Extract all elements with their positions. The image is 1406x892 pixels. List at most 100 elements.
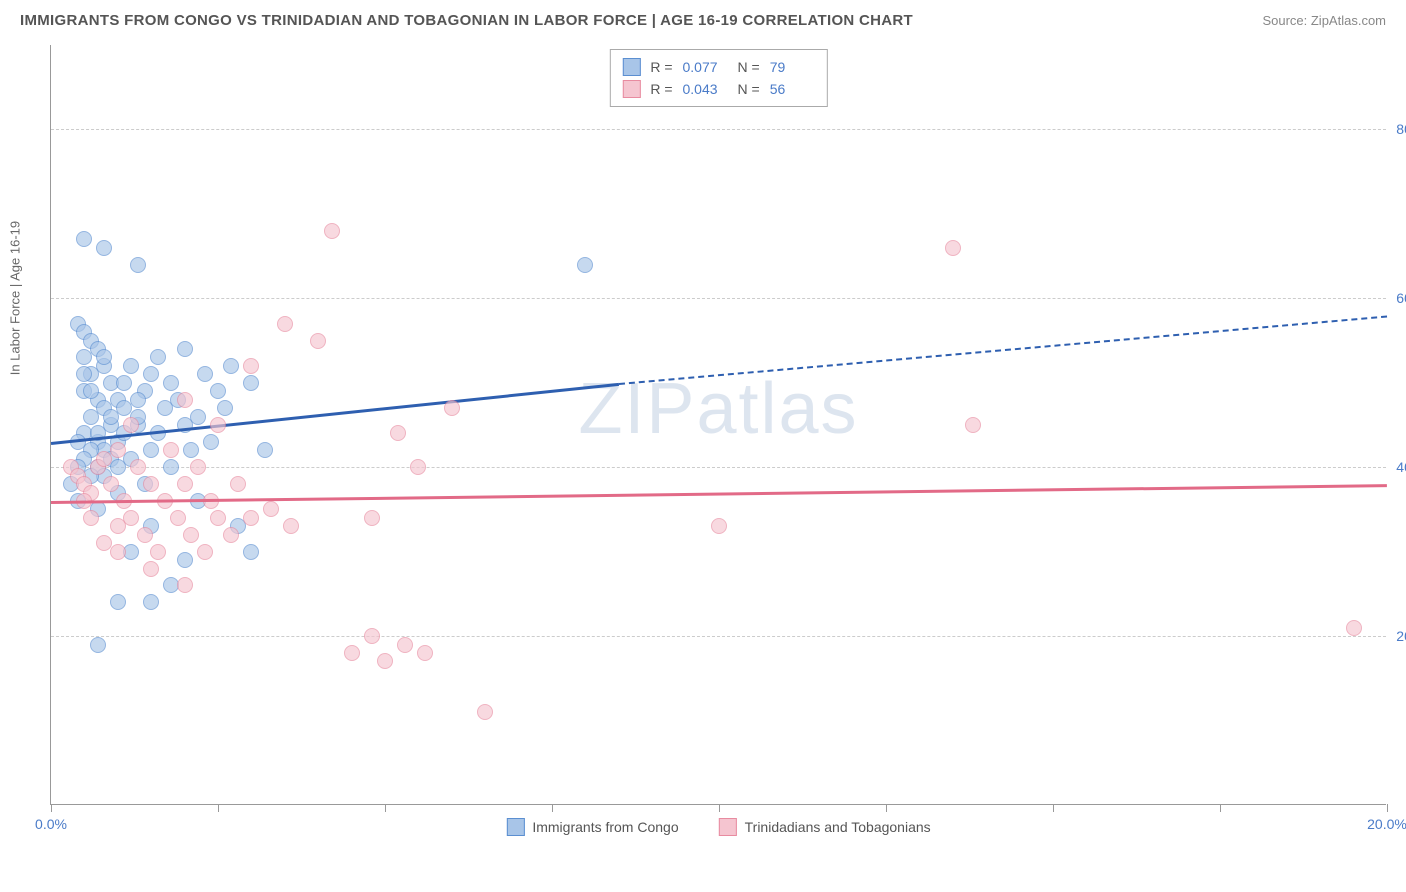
data-point [243,544,259,560]
data-point [110,459,126,475]
y-axis-label: In Labor Force | Age 16-19 [8,221,23,375]
data-point [177,476,193,492]
data-point [143,442,159,458]
data-point [1346,620,1362,636]
r-value-congo: 0.077 [683,59,728,75]
stats-row-congo: R = 0.077 N = 79 [622,56,814,78]
y-tick-label: 40.0% [1396,459,1406,475]
legend-label-congo: Immigrants from Congo [532,819,678,835]
stats-row-trinidad: R = 0.043 N = 56 [622,78,814,100]
data-point [76,366,92,382]
data-point [90,637,106,653]
stats-legend-box: R = 0.077 N = 79 R = 0.043 N = 56 [609,49,827,107]
data-point [123,358,139,374]
data-point [130,459,146,475]
data-point [163,375,179,391]
data-point [257,442,273,458]
r-label: R = [650,59,672,75]
data-point [324,223,340,239]
x-tick [886,804,887,812]
data-point [177,392,193,408]
data-point [197,544,213,560]
data-point [110,594,126,610]
x-tick [719,804,720,812]
data-point [210,417,226,433]
data-point [397,637,413,653]
gridline-horizontal [51,298,1386,299]
data-point [137,527,153,543]
legend-item-trinidad: Trinidadians and Tobagonians [719,818,931,836]
data-point [116,375,132,391]
x-tick [552,804,553,812]
chart-title: IMMIGRANTS FROM CONGO VS TRINIDADIAN AND… [20,12,913,29]
source-label: Source: ZipAtlas.com [1262,13,1386,28]
gridline-horizontal [51,129,1386,130]
data-point [310,333,326,349]
data-point [223,527,239,543]
y-tick-label: 60.0% [1396,290,1406,306]
data-point [177,577,193,593]
data-point [110,544,126,560]
data-point [577,257,593,273]
data-point [444,400,460,416]
data-point [83,510,99,526]
legend-item-congo: Immigrants from Congo [506,818,678,836]
data-point [170,510,186,526]
data-point [243,358,259,374]
y-tick-label: 20.0% [1396,628,1406,644]
r-label: R = [650,81,672,97]
data-point [283,518,299,534]
n-value-trinidad: 56 [770,81,815,97]
gridline-horizontal [51,467,1386,468]
data-point [143,561,159,577]
data-point [110,442,126,458]
data-point [410,459,426,475]
swatch-trinidad [719,818,737,836]
data-point [83,409,99,425]
data-point [143,366,159,382]
data-point [277,316,293,332]
data-point [210,510,226,526]
data-point [163,442,179,458]
data-point [377,653,393,669]
n-value-congo: 79 [770,59,815,75]
data-point [390,425,406,441]
data-point [243,375,259,391]
data-point [364,510,380,526]
data-point [210,383,226,399]
data-point [96,535,112,551]
data-point [711,518,727,534]
x-tick [218,804,219,812]
swatch-congo [622,58,640,76]
bottom-legend: Immigrants from Congo Trinidadians and T… [506,818,930,836]
swatch-congo [506,818,524,836]
data-point [177,341,193,357]
data-point [143,476,159,492]
data-point [203,434,219,450]
data-point [344,645,360,661]
x-tick [1053,804,1054,812]
data-point [364,628,380,644]
data-point [243,510,259,526]
data-point [76,349,92,365]
data-point [123,417,139,433]
data-point [110,518,126,534]
data-point [190,409,206,425]
data-point [130,392,146,408]
data-point [103,476,119,492]
gridline-horizontal [51,636,1386,637]
x-tick-label: 0.0% [35,816,67,832]
data-point [417,645,433,661]
data-point [183,442,199,458]
plot-area: ZIPatlas R = 0.077 N = 79 R = 0.043 N = … [50,45,1386,805]
data-point [223,358,239,374]
x-tick [1387,804,1388,812]
data-point [217,400,233,416]
chart-container: In Labor Force | Age 16-19 ZIPatlas R = … [20,45,1386,845]
data-point [150,349,166,365]
n-label: N = [738,59,760,75]
data-point [477,704,493,720]
data-point [96,349,112,365]
data-point [130,257,146,273]
swatch-trinidad [622,80,640,98]
